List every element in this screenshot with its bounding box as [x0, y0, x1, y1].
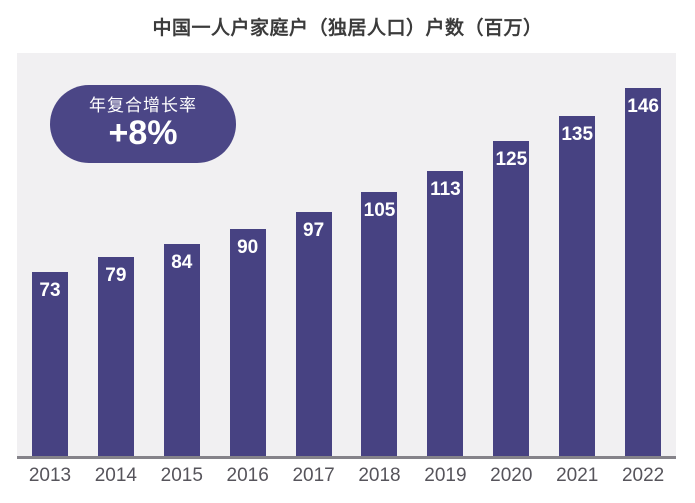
x-tick-label: 2015	[160, 465, 203, 486]
bar-value-label: 135	[561, 123, 594, 145]
bar-slot: 105	[347, 53, 413, 456]
x-tick-label: 2020	[490, 465, 533, 486]
bar-slot: 84	[149, 53, 215, 456]
cagr-badge-label: 年复合增长率	[89, 95, 197, 115]
bar-value-label: 84	[171, 252, 193, 274]
plot-area: 73 79 84 90 97 105 113 125 135 146 年复合增长率 +8%	[17, 53, 676, 459]
x-tick-label: 2022	[621, 465, 665, 486]
bar-2017: 97	[295, 211, 332, 456]
bar-slot: 73	[17, 53, 83, 456]
bar-slot: 146	[610, 53, 676, 456]
bar-value-label: 146	[627, 96, 659, 118]
bar-2016: 90	[229, 229, 266, 456]
bar-slot: 125	[478, 53, 544, 456]
bar-2015: 84	[163, 244, 200, 456]
bar-value-label: 113	[430, 179, 461, 201]
bar-slot: 97	[281, 53, 347, 456]
bar-value-label: 90	[237, 237, 259, 259]
x-tick-label: 2021	[556, 465, 599, 486]
bar-2014: 79	[97, 257, 134, 456]
bar-value-label: 125	[495, 149, 528, 171]
bars: 73 79 84 90 97 105 113 125 135 146	[17, 53, 676, 456]
bar-2020: 125	[493, 141, 530, 456]
bar-2018: 105	[361, 191, 398, 456]
cagr-badge-value: +8%	[108, 114, 178, 153]
x-tick-label: 2018	[358, 465, 401, 486]
bar-slot: 90	[215, 53, 281, 456]
bar-slot: 135	[544, 53, 610, 456]
bar-value-label: 79	[105, 265, 127, 287]
x-tick-label: 2016	[226, 465, 269, 486]
x-tick-label: 2013	[28, 465, 72, 486]
bar-2021: 135	[559, 115, 596, 456]
bar-2013: 73	[31, 272, 68, 456]
x-axis-labels: 2013 2014 2015 2016 2017 2018 2019 2020 2021 2022	[17, 465, 676, 487]
bar-value-label: 105	[363, 199, 396, 221]
chart-title: 中国一人户家庭户（独居人口）户数（百万）	[152, 18, 543, 39]
cagr-badge: 年复合增长率 +8%	[50, 85, 236, 163]
bar-value-label: 97	[303, 219, 325, 241]
x-tick-label: 2017	[292, 465, 335, 486]
bar-2022: 146	[625, 88, 662, 456]
x-tick-label: 2014	[94, 465, 137, 486]
x-tick-label: 2019	[424, 465, 467, 486]
bar-2019: 113	[427, 171, 464, 456]
bar-slot: 79	[83, 53, 149, 456]
bar-slot: 113	[412, 53, 478, 456]
bar-value-label: 73	[39, 280, 61, 302]
